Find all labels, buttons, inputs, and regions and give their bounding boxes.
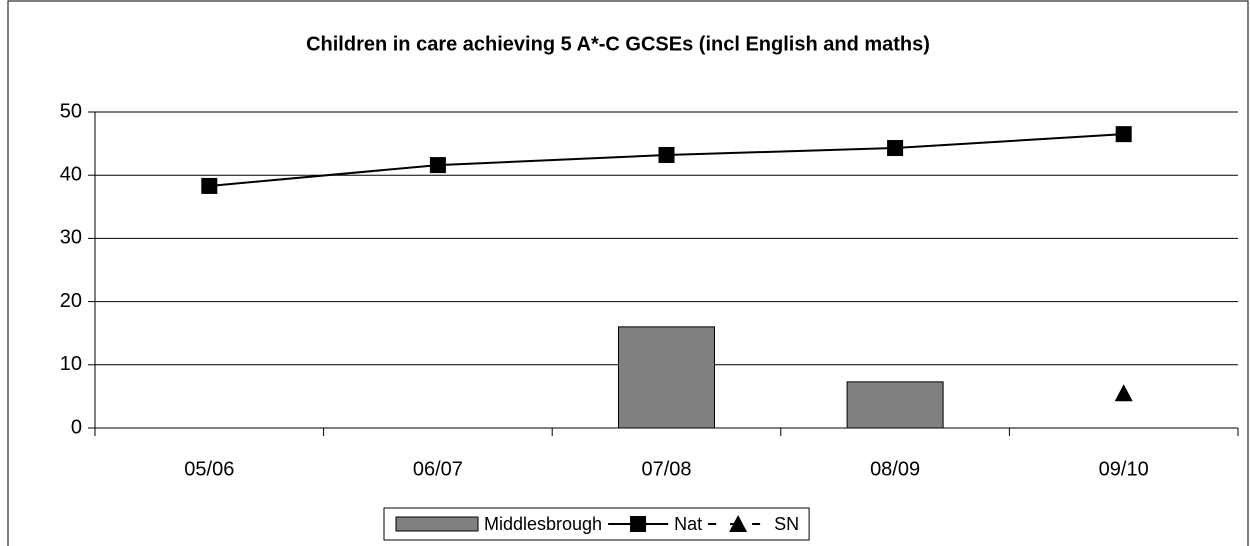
bar (617, 326, 716, 429)
chart-frame (7, 0, 1249, 546)
bar (846, 381, 944, 429)
marker (201, 177, 218, 194)
y-tick-label: 10 (60, 353, 82, 375)
x-tick-label: 07/08 (641, 458, 691, 480)
y-tick-label: 40 (60, 163, 82, 185)
x-tick-label: 08/09 (870, 458, 920, 480)
x-tick-label: 09/10 (1099, 458, 1149, 480)
y-tick-label: 20 (60, 290, 82, 312)
marker (887, 140, 904, 157)
legend-label: SN (774, 514, 799, 534)
legend-swatch (395, 516, 479, 532)
marker (658, 146, 675, 163)
y-tick-label: 30 (60, 227, 82, 249)
marker (1114, 384, 1133, 402)
marker (1115, 126, 1132, 143)
y-tick-label: 0 (71, 416, 82, 438)
legend-label: Middlesbrough (484, 514, 602, 534)
marker (729, 515, 748, 532)
marker (630, 516, 647, 532)
legend-label: Nat (674, 514, 702, 534)
marker (429, 157, 446, 174)
x-tick-label: 05/06 (184, 458, 234, 480)
chart-title: Children in care achieving 5 A*-C GCSEs … (306, 33, 930, 55)
y-tick-label: 50 (60, 100, 82, 122)
legend: Middlesbrough Nat SN (383, 507, 810, 541)
x-tick-label: 06/07 (413, 458, 463, 480)
